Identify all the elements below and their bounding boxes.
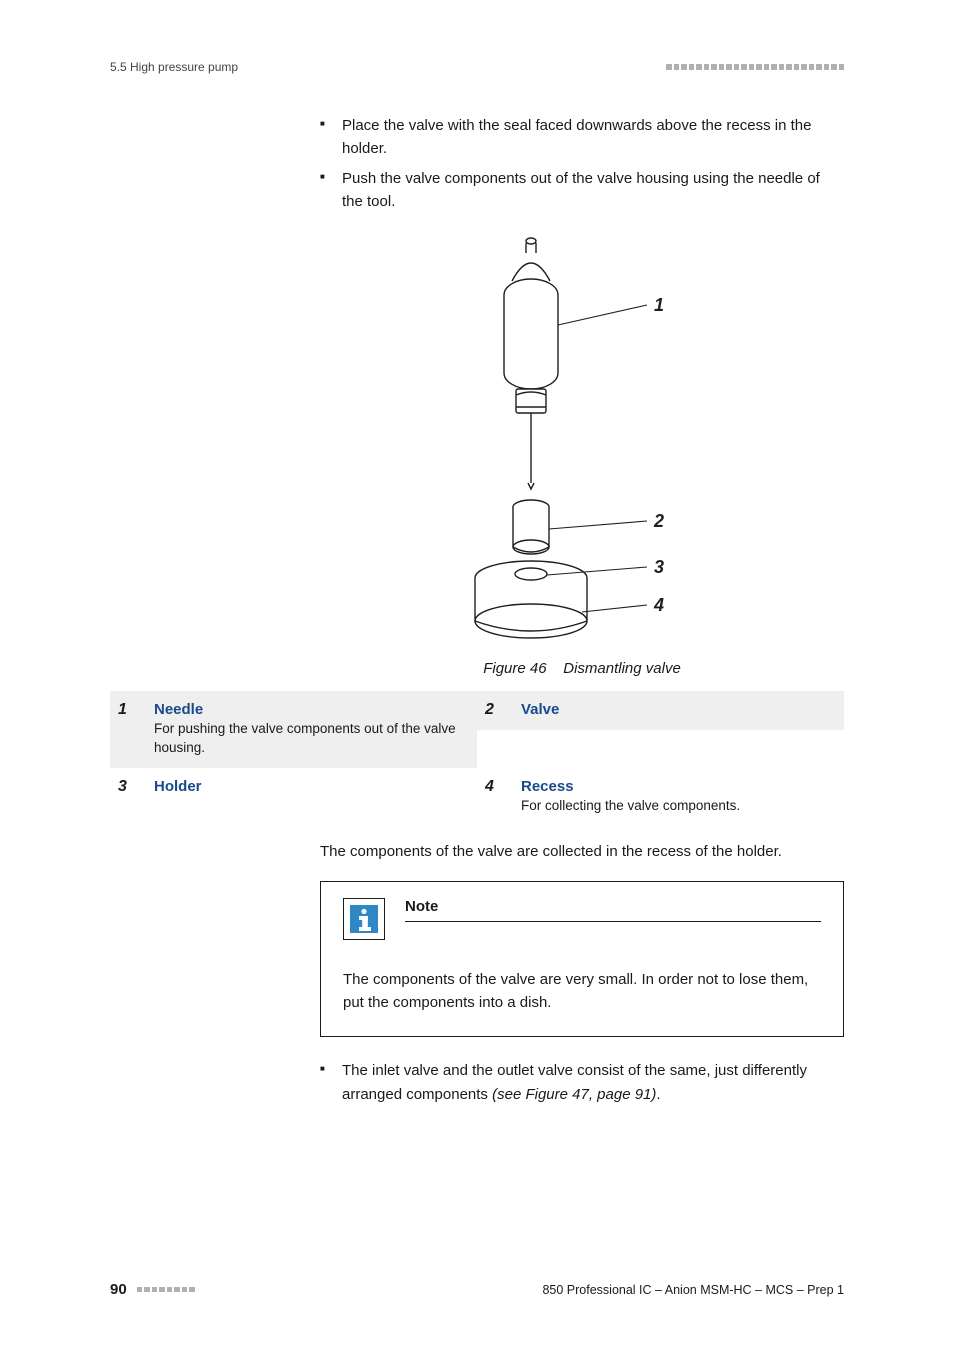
figure-caption-prefix: Figure 46 bbox=[483, 660, 546, 677]
legend-row: 3 Holder 4 Recess For collecting the val… bbox=[110, 768, 844, 826]
legend-desc: For collecting the valve components. bbox=[521, 797, 824, 816]
legend-desc: For pushing the valve components out of … bbox=[154, 720, 457, 758]
section-label: 5.5 High pressure pump bbox=[110, 60, 238, 74]
figure-caption-text: Dismantling valve bbox=[563, 660, 681, 677]
legend-title: Recess bbox=[521, 778, 824, 795]
legend-title: Valve bbox=[521, 701, 824, 718]
figure-caption: Figure 46 Dismantling valve bbox=[320, 660, 844, 677]
page-footer: 90 850 Professional IC – Anion MSM-HC – … bbox=[110, 1281, 844, 1298]
figure-label-3: 3 bbox=[654, 557, 664, 577]
list-item: The inlet valve and the outlet valve con… bbox=[320, 1059, 844, 1106]
legend-num: 3 bbox=[118, 778, 154, 796]
content-continued: The components of the valve are collecte… bbox=[320, 840, 844, 1106]
post-note-list: The inlet valve and the outlet valve con… bbox=[320, 1059, 844, 1106]
legend-title: Needle bbox=[154, 701, 457, 718]
figure-label-4: 4 bbox=[653, 595, 664, 615]
note-title: Note bbox=[405, 898, 821, 922]
figure-dismantling-valve: 1 2 3 4 Figure 46 Dismantling valve bbox=[320, 231, 844, 677]
legend-num: 1 bbox=[118, 701, 154, 719]
instruction-list: Place the valve with the seal faced down… bbox=[320, 114, 844, 213]
list-item: Place the valve with the seal faced down… bbox=[320, 114, 844, 161]
header-ornament bbox=[666, 64, 844, 70]
figure-legend: 1 Needle For pushing the valve component… bbox=[110, 691, 844, 826]
figure-reference: (see Figure 47, page 91) bbox=[492, 1086, 656, 1103]
legend-num: 4 bbox=[485, 778, 521, 796]
content: Place the valve with the seal faced down… bbox=[320, 114, 844, 677]
paragraph: The components of the valve are collecte… bbox=[320, 840, 844, 863]
figure-label-1: 1 bbox=[654, 295, 664, 315]
footer-doc-title: 850 Professional IC – Anion MSM-HC – MCS… bbox=[542, 1283, 844, 1297]
list-item: Push the valve components out of the val… bbox=[320, 167, 844, 214]
legend-row: 1 Needle For pushing the valve component… bbox=[110, 691, 844, 768]
info-icon bbox=[343, 898, 385, 940]
note-box: Note The components of the valve are ver… bbox=[320, 881, 844, 1038]
page-number: 90 bbox=[110, 1281, 127, 1298]
legend-title: Holder bbox=[154, 778, 457, 795]
legend-num: 2 bbox=[485, 701, 521, 719]
figure-label-2: 2 bbox=[653, 511, 664, 531]
note-body: The components of the valve are very sma… bbox=[343, 968, 821, 1015]
list-suffix: . bbox=[656, 1086, 660, 1103]
valve-diagram-svg: 1 2 3 4 bbox=[452, 231, 712, 651]
footer-ornament bbox=[137, 1287, 195, 1293]
page-header: 5.5 High pressure pump bbox=[110, 60, 844, 74]
